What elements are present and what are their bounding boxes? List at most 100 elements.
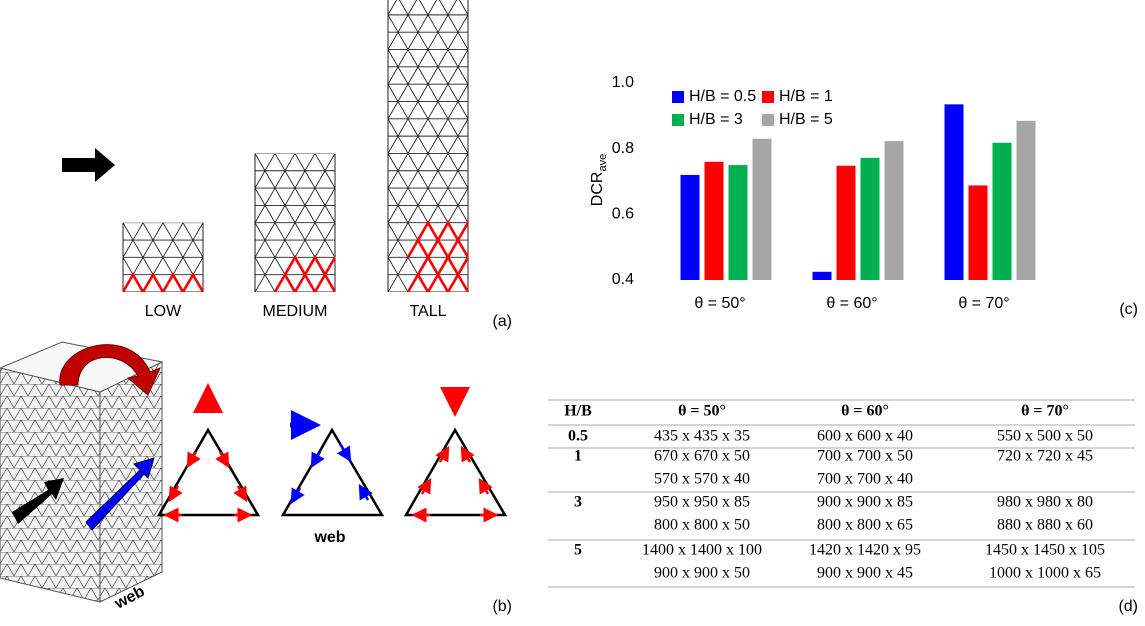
diagonal — [488, 67, 498, 84]
table-cell: 700 x 700 x 50 — [817, 448, 913, 465]
diagonal — [388, 84, 398, 101]
diagonal — [438, 84, 448, 101]
diagonal — [335, 188, 345, 205]
diagonal — [458, 136, 468, 153]
bar — [753, 139, 772, 280]
diagonal — [488, 153, 498, 170]
diagonal — [428, 205, 438, 222]
diagonal — [378, 136, 388, 153]
diagonal — [315, 153, 325, 170]
diagonal — [418, 84, 428, 101]
diagonal — [388, 67, 398, 84]
diagonal — [368, 15, 378, 32]
diagonal — [438, 205, 448, 222]
diagonal — [225, 171, 235, 188]
diagonal — [488, 240, 498, 257]
diagonal — [488, 275, 498, 292]
diagonal — [335, 223, 345, 240]
diagonal — [295, 153, 305, 170]
diagonal — [143, 257, 153, 274]
diagonal — [358, 32, 368, 49]
diagonal — [388, 32, 398, 49]
diagonal — [468, 136, 478, 153]
diagonal — [458, 101, 468, 118]
diagonal — [438, 153, 448, 170]
diagonal — [478, 275, 488, 292]
diagonal — [488, 257, 498, 274]
x-tick-label: θ = 50° — [694, 295, 745, 312]
diagonal — [488, 50, 498, 67]
diagonal — [275, 257, 285, 274]
diagonal — [368, 223, 378, 240]
diagonal — [458, 153, 468, 170]
diagonal — [345, 188, 355, 205]
diagonal — [428, 67, 438, 84]
diagonal — [388, 240, 398, 257]
diagonal — [358, 67, 368, 84]
diagonal — [498, 84, 508, 101]
diagonal — [458, 15, 468, 32]
diagonal — [315, 205, 325, 222]
diagonal — [408, 188, 418, 205]
diagonal — [285, 240, 295, 257]
diagonal — [398, 67, 408, 84]
diagonal — [398, 275, 408, 292]
diagonal — [358, 205, 368, 222]
diagonal — [173, 240, 183, 257]
diagonal — [488, 15, 498, 32]
diagonal — [368, 240, 378, 257]
diagonal — [478, 84, 488, 101]
diagonal — [398, 50, 408, 67]
diagonal — [265, 205, 275, 222]
diagonal — [458, 171, 468, 188]
diagonal — [235, 275, 245, 292]
load-arrow — [62, 148, 115, 182]
diagonal — [368, 275, 378, 292]
diagonal — [418, 171, 428, 188]
diagonal — [255, 153, 265, 170]
panel-tag: (c) — [1119, 301, 1138, 318]
diagonal — [468, 32, 478, 49]
diagonal — [468, 223, 478, 240]
diagonal — [133, 257, 143, 274]
diagonal — [163, 240, 173, 257]
diagonal — [488, 171, 498, 188]
diagonal — [203, 240, 213, 257]
diagonal — [358, 275, 368, 292]
legend-label: H/B = 1 — [779, 88, 833, 105]
x-tick-label: θ = 60° — [826, 295, 877, 312]
diagonal — [498, 15, 508, 32]
diagonal — [458, 84, 468, 101]
y-tick-label: 0.6 — [612, 206, 634, 223]
diagonal — [398, 101, 408, 118]
diagonal — [203, 257, 213, 274]
diagonal — [478, 67, 488, 84]
red-zigzag — [285, 257, 375, 274]
diagonal — [418, 188, 428, 205]
diagonal — [448, 0, 458, 15]
diagonal — [265, 240, 275, 257]
diagonal — [418, 32, 428, 49]
diagonal — [498, 223, 508, 240]
bar — [705, 162, 724, 280]
diagonal — [378, 188, 388, 205]
diagonal — [388, 50, 398, 67]
diagonal — [163, 257, 173, 274]
diagonal — [345, 171, 355, 188]
diagonal — [368, 188, 378, 205]
diagonal — [488, 223, 498, 240]
diagonal — [368, 0, 378, 15]
diagonal — [355, 240, 365, 257]
diagonal — [123, 257, 133, 274]
diagonal — [498, 153, 508, 170]
diagonal — [265, 275, 275, 292]
table-cell: 550 x 500 x 50 — [997, 428, 1093, 445]
diagonal — [458, 50, 468, 67]
diagonal — [478, 240, 488, 257]
diagonal — [345, 275, 355, 292]
diagonal — [388, 136, 398, 153]
diagonal — [468, 101, 478, 118]
diagonal — [428, 171, 438, 188]
diagonal — [408, 257, 418, 274]
